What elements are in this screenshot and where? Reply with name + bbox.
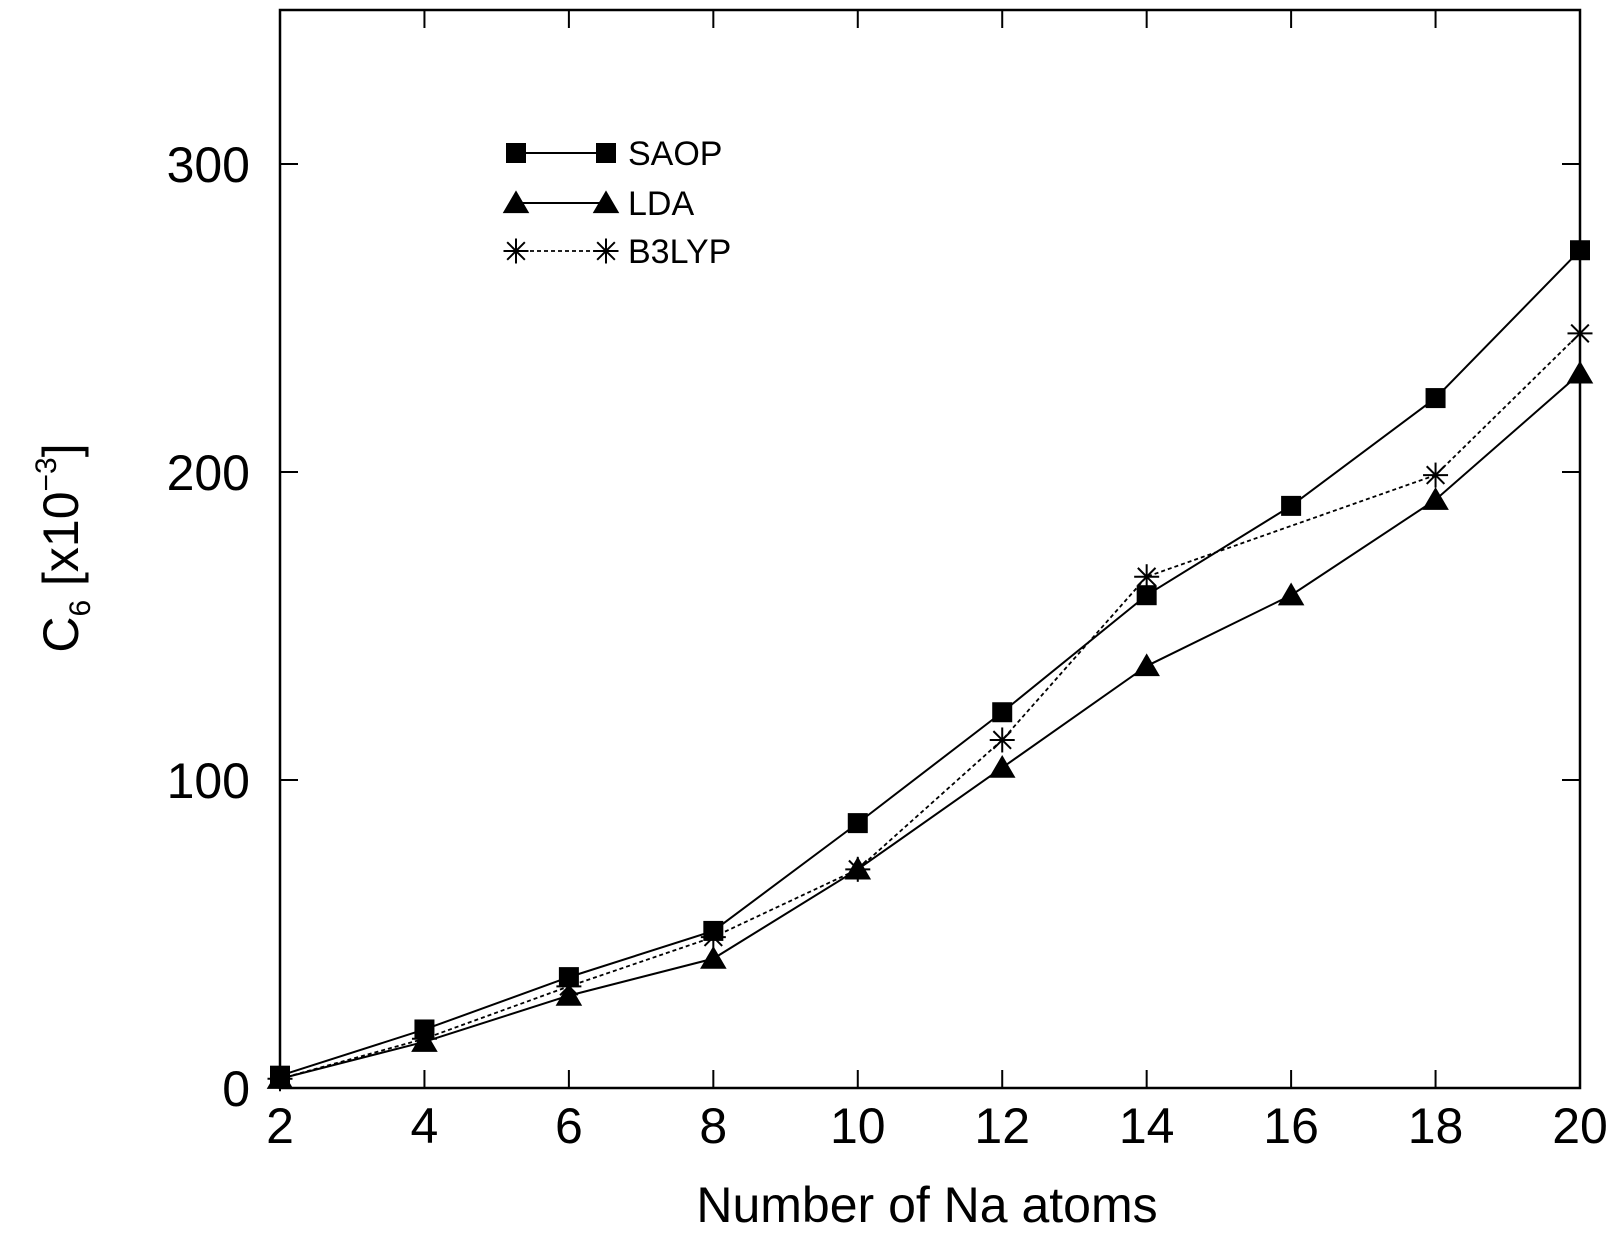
data-point-b3lyp (845, 856, 871, 882)
data-point-b3lyp (989, 727, 1015, 753)
asterisk-stroke (1137, 567, 1157, 587)
data-point-saop (992, 702, 1013, 723)
legend-label: SAOP (628, 135, 722, 173)
asterisk-stroke (848, 859, 868, 879)
data-point-b3lyp (411, 1026, 437, 1052)
legend-label: B3LYP (628, 233, 731, 271)
x-tick-label: 18 (1408, 1098, 1464, 1154)
data-point-lda (1277, 582, 1305, 606)
data-point-saop (1281, 495, 1302, 516)
data-point-b3lyp (1423, 462, 1449, 488)
data-point-lda (1422, 487, 1449, 510)
y-axis-title-bracket-open: [x10 (33, 491, 89, 599)
asterisk-stroke (506, 241, 526, 261)
series-line-lda (279, 372, 1581, 1080)
series-line-b3lyp (279, 332, 1581, 1080)
data-point-b3lyp (267, 1066, 293, 1092)
asterisk-stroke (703, 927, 723, 947)
legend-item-saop: SAOP (506, 135, 722, 173)
plot-frame (278, 8, 1582, 1090)
data-point-lda (988, 755, 1016, 778)
asterisk-stroke (1570, 323, 1590, 343)
x-axis-title: Number of Na atoms (696, 1177, 1157, 1233)
data-point-b3lyp (700, 924, 726, 950)
legend-item-lda: LDA (502, 185, 694, 223)
x-tick-label: 20 (1552, 1098, 1608, 1154)
legend-label: LDA (628, 185, 694, 223)
legend-marker (596, 143, 616, 163)
y-axis-title-superscript: −3 (30, 457, 63, 491)
asterisk-stroke (559, 976, 579, 996)
x-tick-label: 10 (830, 1098, 886, 1154)
x-tick-label: 16 (1263, 1098, 1319, 1154)
data-point-lda (1566, 360, 1594, 384)
y-axis-title-main: C (33, 617, 89, 653)
data-point-lda (700, 945, 727, 969)
data-point-b3lyp (556, 973, 582, 999)
series-b3lyp (267, 320, 1593, 1092)
data-point-b3lyp (1134, 564, 1160, 590)
legend-marker (506, 143, 526, 163)
series-lda (266, 360, 1594, 1089)
x-tick-label: 4 (411, 1098, 439, 1154)
asterisk-stroke (414, 1029, 434, 1049)
asterisk-stroke (1426, 465, 1446, 485)
data-point-saop (847, 813, 868, 834)
y-tick-label: 200 (167, 445, 250, 501)
asterisk-stroke (596, 241, 616, 261)
x-tick-label: 2 (266, 1098, 294, 1154)
series-saop (270, 240, 1590, 1086)
x-tick-label: 12 (974, 1098, 1030, 1154)
y-axis-title-subscript: 6 (64, 600, 97, 617)
y-tick-label: 0 (222, 1061, 250, 1117)
legend: SAOP LDA B3LYP (502, 135, 731, 271)
series-group (266, 240, 1594, 1092)
y-axis-title-bracket-close: ] (33, 443, 89, 457)
x-tick-label: 6 (555, 1098, 583, 1154)
legend-item-b3lyp: B3LYP (503, 233, 731, 271)
y-axis-title: C6 [x10−3] (30, 443, 97, 652)
data-point-saop (1570, 240, 1590, 261)
x-tick-label: 14 (1119, 1098, 1175, 1154)
data-point-saop (1136, 585, 1157, 606)
y-tick-label: 100 (167, 753, 250, 809)
y-tick-label: 300 (167, 137, 250, 193)
asterisk-stroke (992, 730, 1012, 750)
legend-marker (593, 238, 619, 264)
data-point-lda (1133, 653, 1160, 677)
legend-marker (592, 190, 620, 214)
legend-marker (502, 190, 530, 214)
legend-marker (503, 238, 529, 264)
x-tick-label: 8 (699, 1098, 727, 1154)
data-point-b3lyp (1567, 320, 1593, 346)
asterisk-stroke (270, 1069, 290, 1089)
series-line-saop (279, 249, 1581, 1077)
data-point-saop (1425, 388, 1446, 409)
plot-frame-group (278, 8, 1582, 1090)
